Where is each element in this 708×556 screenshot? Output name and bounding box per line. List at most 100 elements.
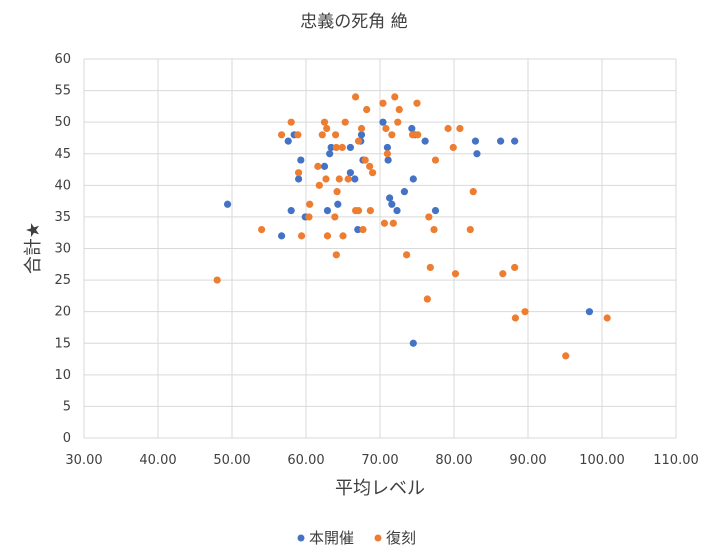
data-point [295,169,303,177]
data-point [425,213,433,221]
data-point [395,105,403,114]
data-point [323,124,331,133]
y-tick-label: 25 [54,273,71,288]
data-point [562,352,570,360]
x-tick-label: 70.00 [361,453,398,468]
x-tick-label: 80.00 [435,453,472,468]
data-point [213,276,221,284]
data-point [332,143,340,152]
data-point [277,232,286,240]
data-point [297,156,305,164]
data-point [287,118,295,126]
data-point [409,339,417,347]
data-point [469,188,477,196]
data-point [351,175,359,183]
data-point [357,131,366,139]
data-point [430,225,438,234]
data-point [497,137,505,145]
y-tick-label: 15 [54,336,71,351]
data-point [403,251,411,259]
data-point [338,143,346,152]
data-point [473,150,481,158]
data-points [213,93,611,360]
data-point [431,207,440,215]
data-point [341,118,349,126]
legend-label-series-1: 本開催 [309,529,354,547]
data-point [331,213,339,221]
data-point [327,143,335,152]
legend-marker-series-2 [374,534,382,542]
data-point [344,175,352,183]
data-point [379,118,387,126]
data-point [383,150,391,158]
data-point [499,270,507,278]
data-point [408,124,416,133]
data-point [391,93,399,101]
data-point [332,131,340,139]
data-point [320,162,329,170]
data-point [357,124,366,133]
x-tick-label: 90.00 [509,453,546,468]
data-point [384,156,392,164]
data-point [409,175,417,183]
data-point [295,175,303,183]
x-tick-label: 110.00 [653,453,699,468]
data-point [511,314,520,322]
y-tick-label: 30 [54,242,71,257]
y-tick-label: 55 [54,84,71,99]
data-point [414,131,422,139]
data-point [421,137,429,145]
data-point [284,137,292,145]
legend-label-series-2: 復刻 [386,529,416,547]
data-point [323,207,332,215]
data-point [318,131,326,139]
legend-marker-series-1 [297,534,305,542]
data-point [603,314,611,322]
y-tick-label: 10 [54,368,71,383]
y-tick-label: 40 [54,178,71,193]
data-point [408,131,417,139]
data-point [431,156,440,164]
data-point [380,219,389,227]
data-point [334,200,342,208]
data-point [393,207,401,215]
data-point [366,207,374,215]
data-point [466,225,474,234]
x-tick-label: 40.00 [139,453,176,468]
series-2-points [213,93,611,360]
data-point [323,232,332,240]
data-point [346,143,354,152]
data-point [326,150,334,158]
data-point [426,263,434,272]
y-axis-label: 合計★ [23,222,44,274]
x-axis-ticks: 30.00 40.00 50.00 60.00 70.00 80.00 90.00 100.0… [65,453,698,468]
data-point [223,200,232,208]
data-point [382,124,390,133]
data-point [511,137,519,145]
data-point [322,175,330,183]
chart-title: 忠義の死角 絶 [300,12,407,32]
data-point [585,308,594,316]
x-tick-label: 100.00 [579,453,625,468]
data-point [511,263,519,272]
x-tick-label: 30.00 [65,453,102,468]
data-point [386,194,394,202]
data-point [314,162,322,170]
data-point [394,118,402,126]
data-point [354,225,362,234]
data-point [354,207,363,215]
data-point [315,181,323,189]
data-point [388,200,396,208]
data-point [449,143,457,152]
data-point [413,99,421,107]
data-point [258,225,266,234]
legend: 本開催 復刻 [297,529,416,547]
data-point [320,118,329,126]
data-point [294,131,302,139]
y-tick-label: 5 [63,399,71,414]
data-point [351,93,360,101]
data-point [369,169,377,177]
x-tick-label: 50.00 [213,453,250,468]
